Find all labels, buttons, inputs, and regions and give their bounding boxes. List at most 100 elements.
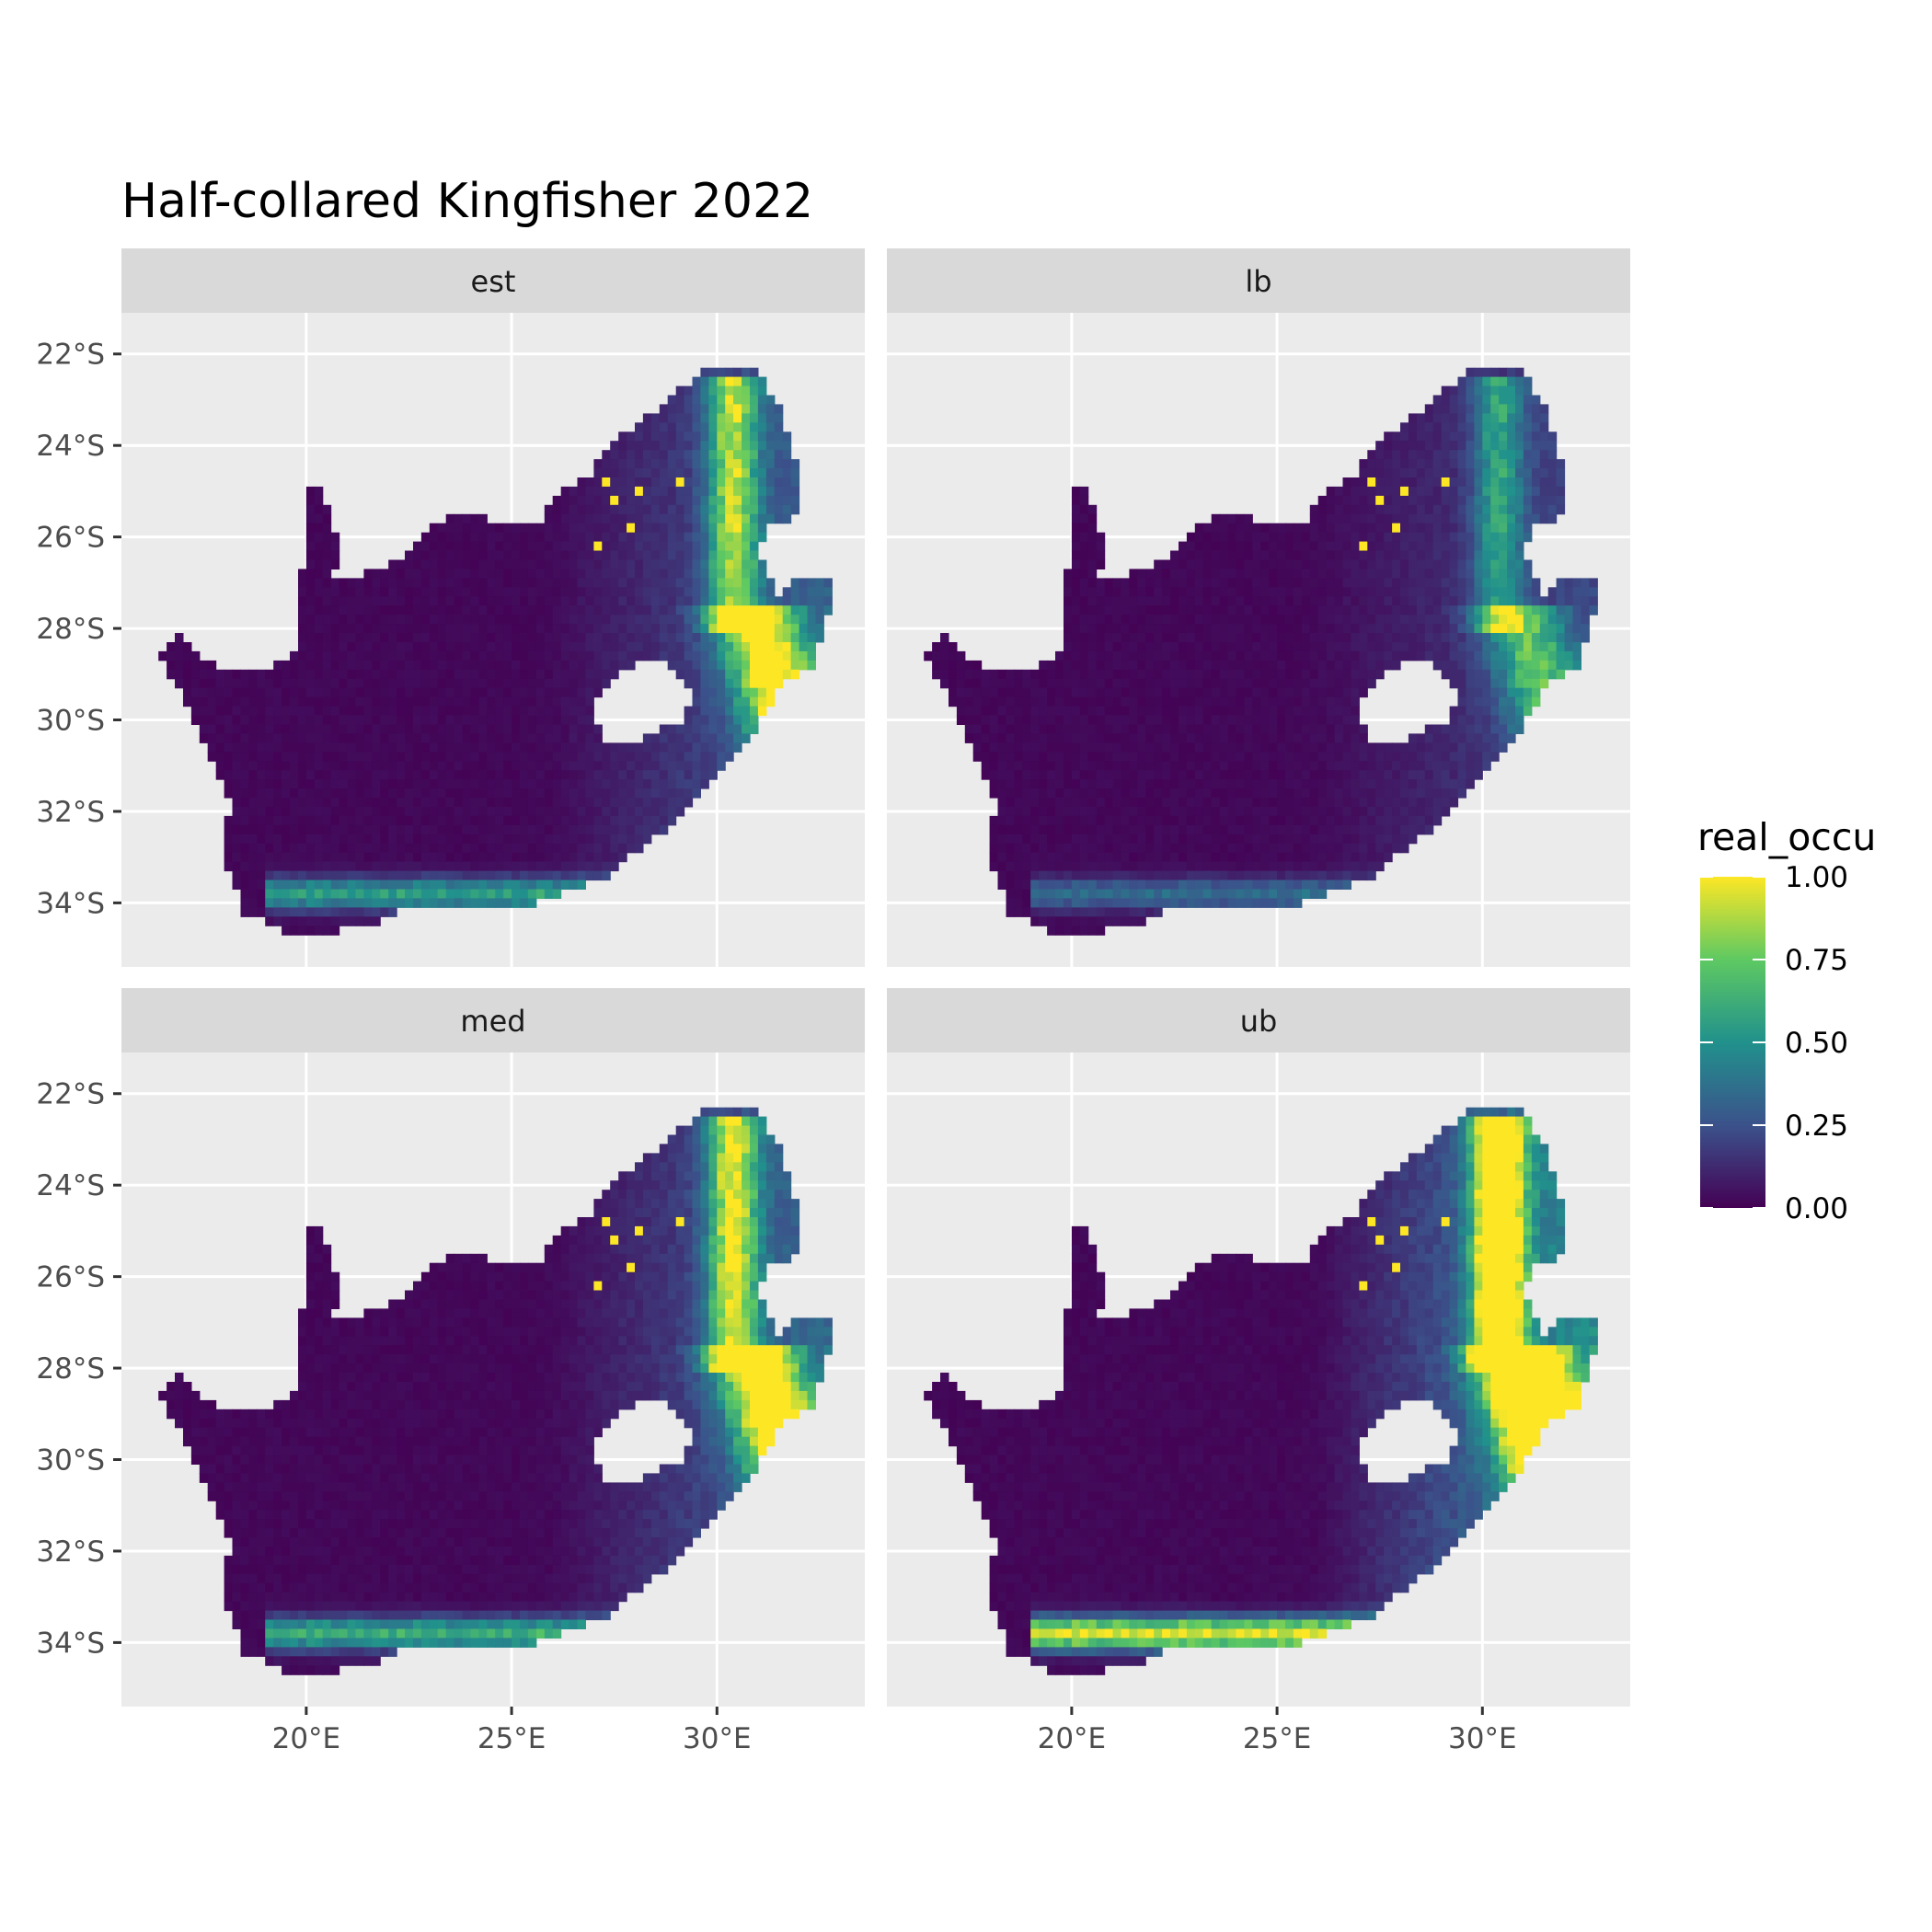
raster-cell bbox=[1277, 770, 1286, 780]
raster-cell bbox=[642, 587, 652, 597]
raster-cell bbox=[1047, 733, 1056, 743]
raster-cell bbox=[363, 916, 373, 926]
raster-cell bbox=[1400, 843, 1409, 854]
raster-cell bbox=[454, 880, 464, 890]
raster-cell bbox=[1219, 834, 1229, 845]
raster-cell bbox=[1202, 678, 1213, 689]
raster-cell bbox=[1384, 815, 1393, 826]
raster-cell bbox=[1129, 834, 1138, 845]
raster-cell bbox=[964, 724, 974, 734]
raster-cell bbox=[1285, 615, 1294, 625]
raster-cell bbox=[1112, 852, 1121, 863]
raster-cell bbox=[322, 798, 332, 808]
raster-cell bbox=[405, 706, 414, 717]
raster-cell bbox=[240, 742, 249, 753]
raster-cell bbox=[1424, 532, 1434, 543]
raster-cell bbox=[684, 770, 694, 780]
raster-cell bbox=[1112, 779, 1121, 789]
raster-cell bbox=[742, 541, 751, 552]
raster-cell bbox=[577, 550, 586, 560]
raster-cell bbox=[1145, 807, 1155, 817]
raster-cell bbox=[610, 650, 619, 661]
raster-cell bbox=[1112, 761, 1121, 771]
raster-cell bbox=[725, 385, 734, 397]
raster-cell bbox=[675, 413, 685, 423]
raster-cell bbox=[1301, 587, 1311, 597]
raster-cell bbox=[1236, 523, 1245, 534]
raster-cell bbox=[1112, 578, 1121, 588]
raster-cell bbox=[733, 550, 742, 560]
raster-cell bbox=[1170, 696, 1179, 707]
raster-cell bbox=[750, 422, 759, 432]
raster-cell bbox=[470, 650, 479, 661]
raster-cell bbox=[1400, 788, 1409, 799]
raster-cell bbox=[1285, 724, 1294, 734]
raster-cell bbox=[437, 624, 447, 634]
raster-cell bbox=[520, 559, 529, 569]
raster-cell bbox=[635, 513, 644, 524]
raster-cell bbox=[642, 459, 652, 469]
raster-cell bbox=[429, 596, 439, 606]
raster-cell bbox=[692, 752, 701, 762]
raster-cell bbox=[1087, 569, 1098, 579]
raster-cell bbox=[610, 578, 619, 588]
raster-cell bbox=[1064, 733, 1073, 743]
raster-cell bbox=[1317, 861, 1328, 872]
raster-cell bbox=[190, 650, 201, 661]
raster-cell bbox=[339, 650, 349, 661]
raster-cell bbox=[642, 569, 652, 579]
raster-cell bbox=[437, 587, 447, 597]
raster-cell bbox=[989, 724, 999, 734]
raster-cell bbox=[347, 687, 356, 698]
raster-cell bbox=[774, 431, 784, 442]
raster-cell bbox=[675, 660, 685, 671]
raster-cell bbox=[807, 642, 816, 652]
raster-cell bbox=[684, 578, 694, 588]
raster-cell bbox=[1137, 898, 1146, 908]
raster-cell bbox=[552, 798, 562, 808]
raster-cell bbox=[1186, 650, 1196, 661]
raster-cell bbox=[593, 550, 603, 560]
raster-cell bbox=[355, 870, 364, 881]
raster-cell bbox=[265, 798, 274, 808]
raster-cell bbox=[750, 431, 759, 442]
raster-cell bbox=[1055, 907, 1064, 917]
raster-cell bbox=[282, 678, 291, 689]
raster-cell bbox=[1375, 742, 1385, 753]
raster-cell bbox=[1408, 468, 1418, 478]
raster-cell bbox=[470, 852, 479, 863]
raster-cell bbox=[602, 578, 611, 588]
raster-cell bbox=[650, 650, 661, 661]
raster-cell bbox=[1301, 687, 1311, 698]
raster-cell bbox=[445, 633, 455, 643]
raster-cell bbox=[552, 660, 562, 671]
raster-cell bbox=[1277, 834, 1286, 845]
raster-cell bbox=[1096, 541, 1106, 552]
raster-cell bbox=[535, 724, 546, 734]
raster-cell bbox=[618, 523, 627, 534]
raster-cell bbox=[1384, 843, 1393, 854]
raster-cell bbox=[700, 724, 709, 734]
raster-cell bbox=[577, 880, 586, 890]
raster-cell bbox=[1137, 824, 1146, 835]
raster-cell bbox=[527, 843, 537, 854]
raster-cell bbox=[1211, 742, 1221, 753]
raster-cell bbox=[257, 824, 266, 835]
raster-cell bbox=[1129, 807, 1138, 817]
raster-cell bbox=[717, 550, 726, 560]
raster-cell bbox=[1384, 788, 1393, 799]
raster-cell bbox=[470, 678, 479, 689]
raster-cell bbox=[1112, 788, 1121, 799]
raster-cell bbox=[956, 696, 966, 707]
raster-cell bbox=[972, 706, 983, 717]
raster-cell bbox=[1121, 724, 1130, 734]
raster-cell bbox=[659, 624, 669, 634]
raster-cell bbox=[1112, 624, 1121, 634]
raster-cell bbox=[1186, 807, 1196, 817]
raster-cell bbox=[782, 513, 792, 524]
raster-cell bbox=[512, 761, 521, 771]
raster-cell bbox=[1252, 898, 1261, 908]
raster-cell bbox=[535, 633, 546, 643]
raster-cell bbox=[765, 669, 776, 680]
raster-cell bbox=[1277, 852, 1286, 863]
